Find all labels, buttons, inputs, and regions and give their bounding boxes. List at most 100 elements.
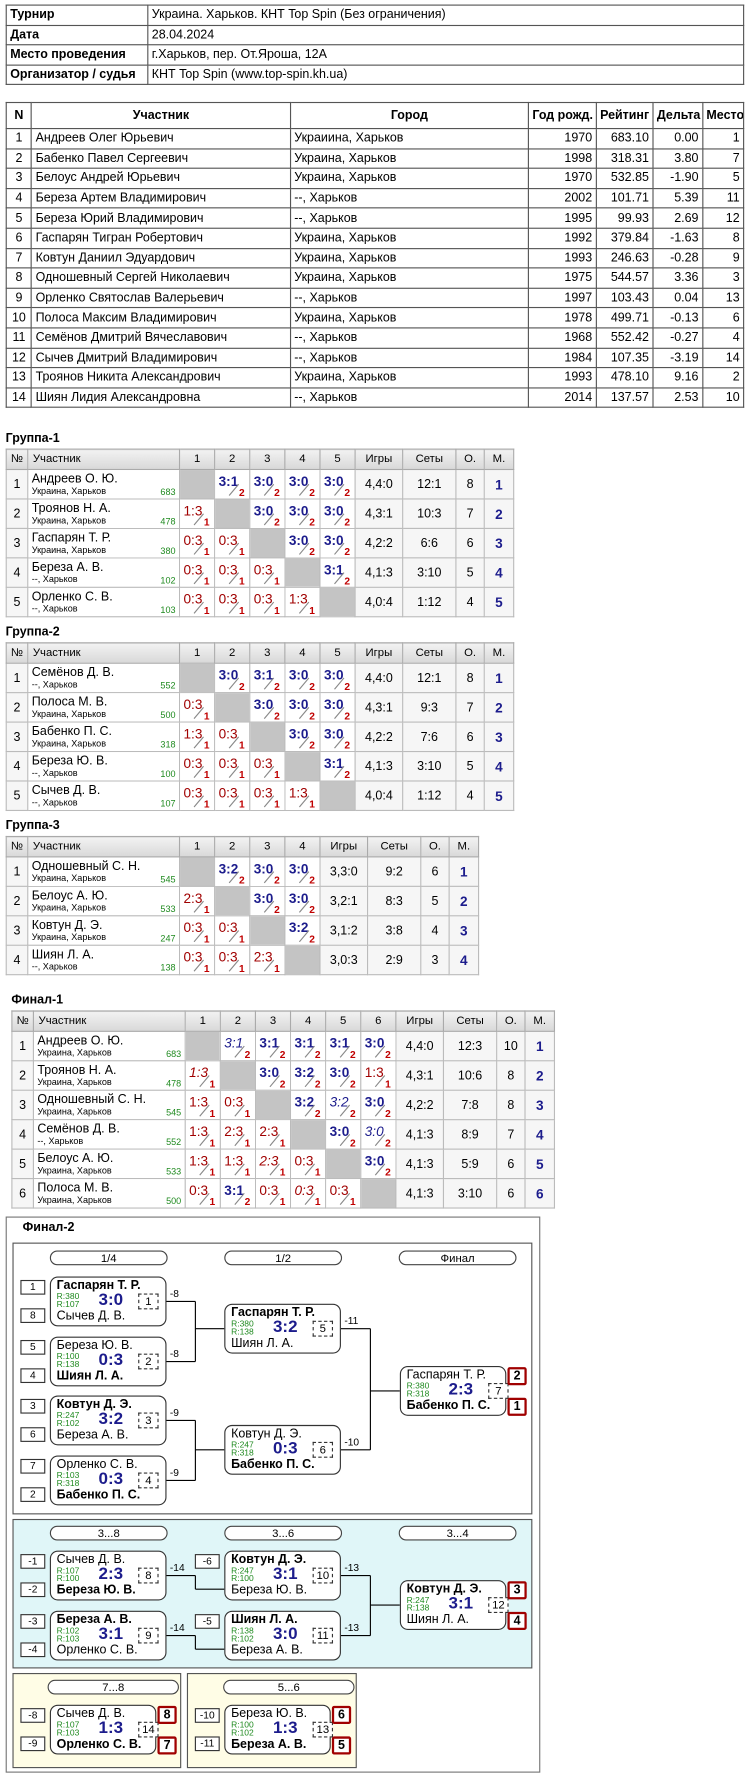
participant-cell: 103.43 [595, 287, 654, 309]
participant-cell: 13 [5, 367, 33, 389]
player-rating: 683 [160, 487, 176, 498]
match-score: 3:0 [218, 667, 239, 684]
match-points: 2 [385, 1137, 391, 1149]
participant-cell: 2 [5, 147, 33, 169]
player-city: Украина, Харьков [37, 1047, 112, 1058]
match-points: 2 [385, 1166, 391, 1179]
participant-row: 8 Одношевный Сергей Николаевич Украина, Ха… [5, 267, 745, 289]
games: 3,0:3 [319, 944, 369, 976]
player-cell: Гаспарян Т. Р. Украина, Харьков 380 [27, 527, 181, 559]
score-cell: 3:0 2 [319, 692, 356, 723]
match-points: 2 [385, 1107, 391, 1120]
match-points: 2 [238, 680, 245, 693]
games: 4,3:1 [354, 692, 404, 723]
diagonal-cell [360, 1178, 397, 1209]
group-header-cell: 3 [254, 1010, 292, 1032]
player-cell: Белоус А. Ю. Украина, Харьков 533 [32, 1148, 186, 1180]
match-score: 3:0 [323, 726, 344, 742]
participant-cell: 2.69 [652, 207, 704, 229]
loser-goes: -8 [169, 1287, 179, 1300]
player-city: Украина, Харьков [31, 708, 107, 719]
match-points: 2 [349, 1107, 356, 1120]
group-header-cell: 4 [284, 642, 321, 664]
row-number: 3 [5, 527, 29, 559]
row-number: 1 [11, 1030, 34, 1062]
match-score: 0:3 [218, 591, 238, 608]
score-cell: 0:3 1 [178, 915, 216, 946]
place: 1 [483, 468, 515, 500]
match-score: 3:0 [364, 1035, 385, 1052]
participant-cell: 10 [701, 387, 745, 409]
player-name: Ковтун Д. Э. [231, 1552, 307, 1567]
match-score: 3:0 [253, 502, 274, 519]
diagonal-cell [214, 498, 251, 529]
player-rating: R:107 [56, 1565, 80, 1576]
row-number: 4 [11, 1119, 34, 1150]
points: 6 [496, 1148, 526, 1180]
match-points: 1 [203, 933, 210, 945]
seed: 1 [20, 1279, 46, 1295]
group-header-cell: № [5, 642, 29, 664]
participant-cell: 99.93 [595, 207, 654, 229]
match-score: 3:0 [364, 1123, 384, 1140]
sets: 12:3 [442, 1030, 498, 1062]
group-table: № Участник 1 2 3 4 Игры Сеты О. М. 1 Одношевный С. … [5, 835, 480, 976]
player-cell: Полоса М. В. Украина, Харьков 500 [32, 1178, 186, 1209]
match-points: 1 [209, 1166, 216, 1179]
sets: 12:1 [402, 468, 457, 500]
player-city: --, Харьков [31, 573, 78, 584]
match-points: 1 [279, 1166, 286, 1179]
player-name: Береза Ю. В. [31, 753, 108, 768]
score-cell: 3:2 2 [214, 856, 251, 887]
match-box: Гаспарян Т. Р. R:380 Бабенко П. С. R:318 2:3… [399, 1366, 509, 1416]
group-header: № Участник 1 2 3 4 Игры Сеты О. М. [5, 835, 480, 858]
player-cell: Береза А. В. --, Харьков 102 [27, 557, 181, 588]
match-score: 0:3 [183, 591, 203, 608]
match-points: 2 [274, 487, 280, 499]
match-score: 3:1 [253, 667, 274, 684]
match-box: Ковтун Д. Э. R:247 Бабенко П. С. R:318 0:3 6 [224, 1424, 341, 1475]
match-score: 1:3 [288, 591, 308, 608]
player-name: Береза А. В. [31, 560, 104, 574]
participant-cell: 0.00 [652, 128, 704, 150]
participant-cell: 1968 [527, 327, 597, 349]
score-cell: 3:1 2 [214, 468, 251, 500]
match-points: 1 [314, 1166, 321, 1179]
match-box: Ковтун Д. Э. R:247 Береза Ю. В. R:100 3:1 10 [224, 1550, 341, 1601]
games: 3,3:0 [319, 856, 369, 887]
participant-cell: 3.80 [652, 147, 704, 169]
seed: 3 [20, 1398, 46, 1414]
round-label: 5...6 [223, 1679, 355, 1695]
group-row: 2 Полоса М. В. Украина, Харьков 500 0:3 1 3:0 2… [5, 692, 515, 723]
score-cell: 0:3 1 [219, 1089, 256, 1121]
group-header-cell: 3 [249, 835, 286, 858]
seed: -5 [194, 1614, 220, 1629]
match-box: Ковтун Д. Э. R:247 Береза А. В. R:102 3:2 3 [49, 1395, 167, 1446]
sets: 9:2 [366, 856, 422, 887]
match-points: 1 [309, 798, 315, 810]
match-box: Ковтун Д. Э. R:247 Шиян Л. А. R:138 3:1 12 [399, 1580, 509, 1630]
player-city: Украина, Харьков [37, 1164, 112, 1176]
games: 4,2:2 [354, 721, 404, 753]
player-cell: Одношевный С. Н. Украина, Харьков 545 [27, 856, 181, 887]
match-score: 3:2 [294, 1094, 315, 1111]
participant-cell: 499.71 [595, 307, 654, 329]
score-cell: 3:0 2 [254, 1060, 292, 1091]
score-cell: 1:3 1 [178, 498, 216, 529]
group-header-cell: 5 [319, 448, 356, 471]
player-cell: Сычев Д. В. --, Харьков 107 [27, 780, 181, 812]
score-cell: 0:3 1 [184, 1178, 221, 1209]
score-cell: 0:3 1 [178, 750, 216, 782]
player-rating: 552 [166, 1137, 182, 1148]
participant-cell: 14 [701, 347, 745, 369]
match-score: 0:3 [224, 1094, 244, 1111]
match-score: 0:3 [98, 1469, 124, 1489]
player-city: Украина, Харьков [37, 1106, 112, 1117]
match-score: 3:0 [288, 890, 309, 907]
score-cell: 3:1 2 [289, 1030, 327, 1062]
seed: -2 [20, 1582, 46, 1598]
round-label: 7...8 [47, 1679, 179, 1695]
diagonal-cell [178, 662, 216, 694]
participant-cell: 5 [701, 167, 745, 189]
match-points: 1 [203, 739, 210, 751]
